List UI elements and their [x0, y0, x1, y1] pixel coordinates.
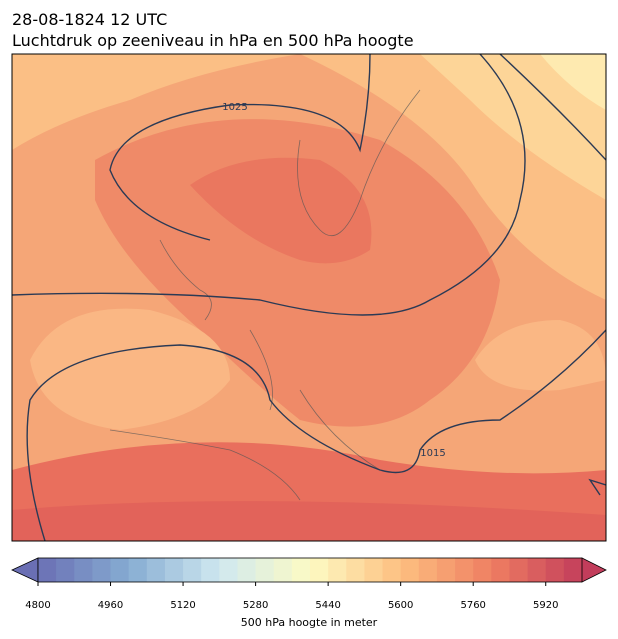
date-title: 28-08-1824 12 UTC — [12, 10, 167, 29]
colorbar-label: 500 hPa hoogte in meter — [241, 616, 378, 629]
colorbar-segment — [219, 558, 238, 582]
colorbar-extend — [581, 557, 607, 583]
colorbar-extend — [11, 557, 39, 583]
isobar — [588, 478, 606, 496]
colorbar-segment — [545, 558, 565, 582]
colorbar-segment — [56, 558, 75, 582]
isobar — [26, 329, 606, 541]
colorbar-tick-label: 4960 — [98, 600, 123, 611]
isobar — [12, 54, 526, 316]
field — [420, 54, 606, 200]
colorbar-segment — [92, 558, 112, 582]
field — [12, 501, 606, 541]
colorbar-tick-label: 4800 — [25, 600, 50, 611]
field — [95, 119, 500, 427]
colorbar-segment — [164, 558, 184, 582]
map-frame — [11, 53, 607, 542]
colorbar-segment — [455, 558, 474, 582]
field — [475, 320, 606, 391]
field — [540, 54, 606, 110]
colorbar-segment — [400, 558, 420, 582]
colorbar-segment — [473, 558, 492, 582]
colorbar-tick-label: 5760 — [460, 600, 485, 611]
map: 1025 1015 — [12, 54, 606, 541]
colorbar-segment — [328, 558, 347, 582]
colorbar-tick-label: 5920 — [533, 600, 558, 611]
isobar — [109, 54, 371, 241]
isobar-label: 1025 — [222, 102, 247, 113]
colorbar-tick-label: 5120 — [170, 600, 195, 611]
main-title: Luchtdruk op zeeniveau in hPa en 500 hPa… — [12, 31, 414, 50]
colorbar-segment — [255, 558, 275, 582]
field — [190, 157, 372, 264]
colorbar-segment — [509, 558, 529, 582]
colorbar-segment — [110, 558, 130, 582]
colorbar-segment — [201, 558, 220, 582]
colorbar: 4800 4960 5120 5280 5440 5600 5760 5920 — [11, 557, 607, 611]
isobar-label: 1015 — [420, 448, 445, 459]
field — [30, 308, 230, 430]
colorbar-segment — [38, 558, 57, 582]
colorbar-segment — [128, 558, 148, 582]
coastline — [109, 89, 421, 501]
colorbar-tick-label: 5600 — [388, 600, 413, 611]
colorbar-segment — [183, 558, 202, 582]
field — [12, 54, 300, 150]
colorbar-segment — [310, 558, 329, 582]
colorbar-segment — [364, 558, 384, 582]
colorbar-segment — [563, 558, 583, 582]
colorbar-tick-label: 5280 — [243, 600, 268, 611]
isobar — [499, 54, 606, 161]
colorbar-segment — [382, 558, 402, 582]
colorbar-segment — [291, 558, 311, 582]
colorbar-segment — [436, 558, 456, 582]
colorbar-segment — [491, 558, 510, 582]
colorbar-segment — [527, 558, 547, 582]
colorbar-segment — [273, 558, 293, 582]
colorbar-frame — [37, 557, 583, 583]
colorbar-segment — [418, 558, 438, 582]
colorbar-segment — [146, 558, 166, 582]
colorbar-segment — [346, 558, 365, 582]
colorbar-segment — [74, 558, 93, 582]
colorbar-tick-label: 5440 — [315, 600, 340, 611]
colorbar-segment — [237, 558, 257, 582]
